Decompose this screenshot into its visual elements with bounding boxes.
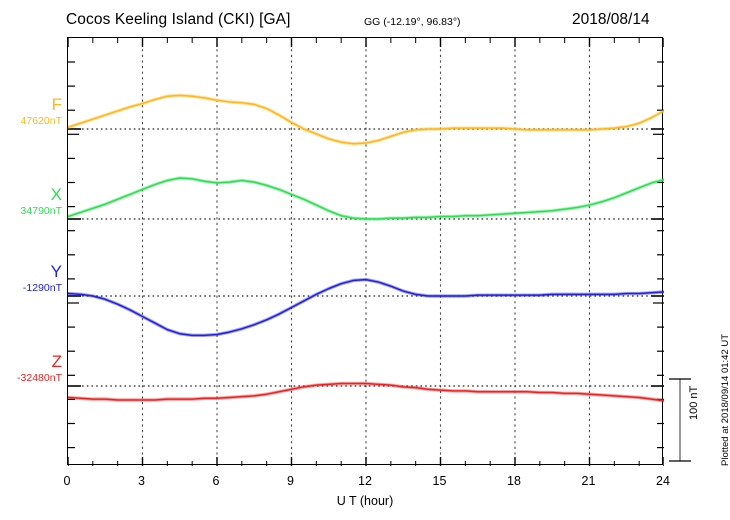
x-axis-tick-15: 15 <box>432 474 447 488</box>
observation-date: 2018/08/14 <box>572 11 650 28</box>
component-label-X: X 34790nT <box>0 186 62 218</box>
component-symbol: F <box>51 95 62 114</box>
plotted-at-stamp: Plotted at 2018/09/14 01:42 UT <box>720 333 730 466</box>
chart-canvas <box>68 38 664 466</box>
component-symbol: X <box>50 185 62 204</box>
geographic-coordinates: GG (-12.19°, 96.83°) <box>364 16 461 28</box>
x-axis-tick-24: 24 <box>656 474 670 488</box>
component-symbol: Z <box>51 352 62 371</box>
component-baseline-value: -1290nT <box>22 282 62 294</box>
component-baseline-value: -32480nT <box>17 372 62 384</box>
component-label-Y: Y -1290nT <box>0 263 62 295</box>
x-axis-tick-9: 9 <box>287 474 294 488</box>
component-symbol: Y <box>50 262 62 281</box>
x-axis-tick-18: 18 <box>507 474 521 488</box>
x-axis-tick-6: 6 <box>212 474 220 488</box>
x-axis-tick-12: 12 <box>358 474 372 488</box>
component-label-F: F 47620nT <box>0 96 62 128</box>
x-axis-title: U T (hour) <box>336 494 394 508</box>
component-label-Z: Z -32480nT <box>0 353 62 385</box>
x-axis-tick-0: 0 <box>63 474 71 488</box>
scale-bar-label: 100 nT <box>688 385 700 420</box>
x-axis-tick-21: 21 <box>581 474 596 488</box>
scale-bar-icon <box>669 378 691 462</box>
component-baseline-value: 34790nT <box>20 205 62 217</box>
page-title: Cocos Keeling Island (CKI) [GA] <box>66 11 291 28</box>
x-axis-tick-3: 3 <box>138 474 145 488</box>
component-baseline-value: 47620nT <box>20 115 62 127</box>
magnetogram-plot <box>67 37 664 466</box>
